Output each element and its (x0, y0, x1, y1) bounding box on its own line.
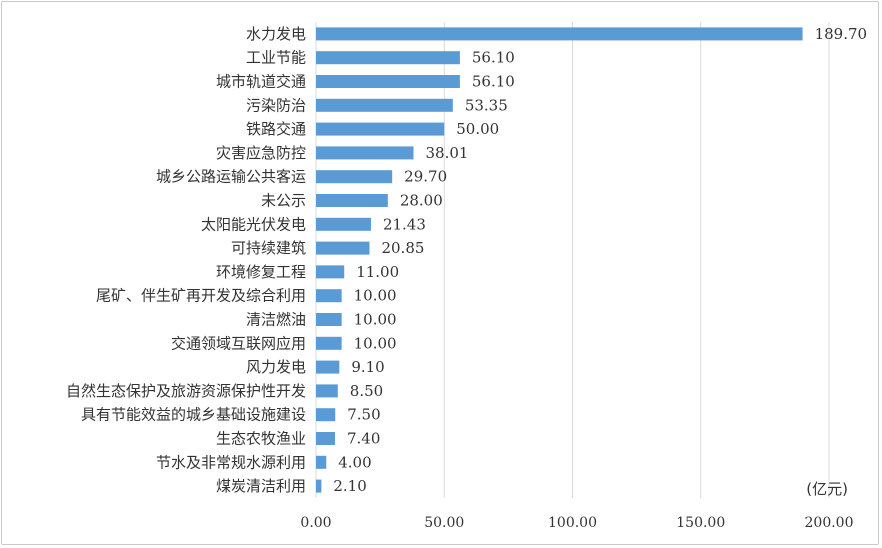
value-label: 10.00 (354, 334, 397, 352)
value-labels: 189.70 56.10 56.10 53.35 50.00 38.01 29.70 28.0… (333, 25, 867, 495)
value-label: 28.00 (400, 192, 443, 210)
category-labels: 水力发电工业节能城市轨道交通污染防治铁路交通灾害应急防控城乡公路运输公共客运未公… (66, 25, 306, 495)
gridlines (315, 22, 830, 498)
bar (316, 479, 322, 493)
value-label: 21.43 (383, 215, 426, 233)
value-label: 10.00 (354, 311, 397, 329)
category-label: 工业节能 (246, 49, 306, 67)
value-label: 29.70 (404, 168, 447, 186)
bar (316, 313, 342, 326)
category-label: 风力发电 (246, 358, 306, 376)
x-tick-label: 0.00 (300, 515, 331, 531)
bar (316, 122, 445, 136)
category-label: 清洁燃油 (246, 311, 306, 329)
value-label: 56.10 (472, 49, 515, 67)
bar (316, 265, 345, 279)
category-label: 城乡公路运输公共客运 (156, 168, 306, 186)
value-label: 56.10 (472, 73, 515, 91)
bar (316, 455, 327, 469)
category-label: 尾矿、伴生矿再开发及综合利用 (96, 287, 306, 305)
value-label: 7.50 (347, 406, 380, 424)
category-label: 可持续建筑 (231, 239, 306, 257)
x-tick-label: 100.00 (548, 515, 597, 531)
category-label: 煤炭清洁利用 (216, 477, 306, 495)
category-label: 水力发电 (246, 25, 306, 43)
value-label: 9.10 (351, 358, 384, 376)
bar (316, 408, 336, 422)
bar (316, 384, 338, 398)
bar (316, 170, 393, 184)
category-label: 铁路交通 (246, 120, 306, 138)
bar (316, 241, 370, 255)
value-label: 10.00 (354, 287, 397, 305)
value-label: 20.85 (381, 239, 424, 257)
bar (316, 194, 388, 207)
value-label: 2.10 (333, 477, 366, 495)
value-label: 8.50 (350, 382, 383, 400)
value-label: 4.00 (338, 453, 371, 471)
bars (316, 27, 803, 493)
bar (316, 336, 342, 350)
category-label: 灾害应急防控 (216, 144, 306, 162)
category-label: 城市轨道交通 (216, 73, 306, 91)
x-tick-label: 150.00 (676, 515, 725, 531)
category-label: 具有节能效益的城乡基础设施建设 (81, 406, 306, 424)
bar (316, 432, 335, 445)
x-axis-ticks: 0.00 50.00 100.00 150.00 200.00 (300, 515, 853, 531)
bar (316, 217, 371, 231)
bar (316, 360, 340, 374)
category-label: 自然生态保护及旅游资源保护性开发 (66, 382, 306, 400)
bar (316, 146, 414, 160)
bar (316, 75, 460, 88)
value-label: 7.40 (347, 430, 380, 448)
bar (316, 98, 453, 112)
bar (316, 289, 342, 303)
x-tick-label: 200.00 (805, 515, 854, 531)
value-label: 189.70 (815, 25, 868, 43)
category-label: 环境修复工程 (216, 263, 306, 281)
bar (316, 51, 460, 65)
unit-label: (亿元) (806, 480, 848, 498)
category-label: 生态农牧渔业 (216, 430, 306, 448)
category-label: 太阳能光伏发电 (201, 215, 306, 233)
category-label: 交通领域互联网应用 (171, 334, 306, 352)
value-label: 50.00 (456, 120, 499, 138)
category-label: 节水及非常规水源利用 (156, 453, 306, 471)
x-tick-label: 50.00 (424, 515, 464, 531)
value-label: 11.00 (356, 263, 399, 281)
category-label: 污染防治 (246, 96, 306, 114)
value-label: 53.35 (465, 96, 508, 114)
value-label: 38.01 (425, 144, 468, 162)
bar (316, 27, 803, 41)
category-label: 未公示 (261, 192, 306, 210)
